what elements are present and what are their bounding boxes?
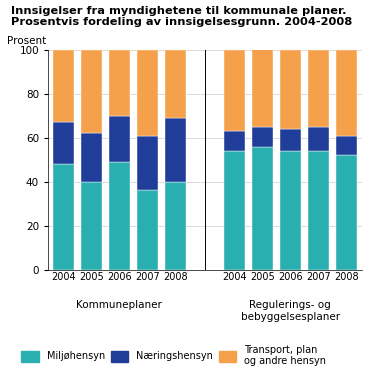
Bar — [165, 50, 186, 118]
Text: Prosent: Prosent — [7, 36, 46, 46]
Bar — [280, 151, 301, 270]
Bar — [53, 164, 74, 270]
Text: Regulerings- og
bebyggelsesplaner: Regulerings- og bebyggelsesplaner — [241, 300, 340, 321]
Bar — [336, 156, 357, 270]
Bar — [165, 118, 186, 182]
Bar — [308, 50, 329, 127]
Bar — [109, 50, 130, 116]
Bar — [336, 50, 357, 136]
Bar — [165, 182, 186, 270]
Legend: Miljøhensyn, Næringshensyn, Transport, plan
og andre hensyn: Miljøhensyn, Næringshensyn, Transport, p… — [21, 345, 326, 366]
Bar — [224, 131, 245, 151]
Bar — [81, 134, 102, 182]
Bar — [252, 147, 273, 270]
Bar — [280, 50, 301, 129]
Text: Prosentvis fordeling av innsigelsesgrunn. 2004-2008: Prosentvis fordeling av innsigelsesgrunn… — [11, 17, 352, 27]
Bar — [336, 136, 357, 156]
Bar — [81, 182, 102, 270]
Bar — [137, 136, 158, 191]
Text: Kommuneplaner: Kommuneplaner — [76, 300, 162, 310]
Bar — [308, 151, 329, 270]
Text: Innsigelser fra myndighetene til kommunale planer.: Innsigelser fra myndighetene til kommuna… — [11, 6, 346, 16]
Bar — [252, 127, 273, 147]
Bar — [109, 116, 130, 162]
Bar — [308, 127, 329, 151]
Bar — [252, 48, 273, 127]
Bar — [224, 50, 245, 131]
Bar — [53, 122, 74, 164]
Bar — [137, 191, 158, 270]
Bar — [280, 129, 301, 151]
Bar — [137, 50, 158, 136]
Bar — [53, 50, 74, 122]
Bar — [224, 151, 245, 270]
Bar — [81, 50, 102, 134]
Bar — [109, 162, 130, 270]
